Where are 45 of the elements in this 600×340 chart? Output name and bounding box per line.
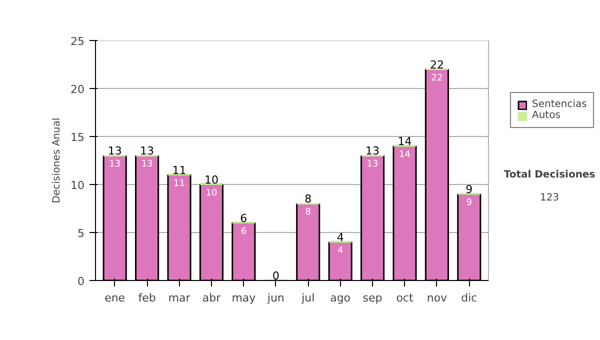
y-tick-label: 15 <box>70 131 85 144</box>
y-tick-label: 5 <box>78 227 84 240</box>
x-tick-label: jul <box>300 292 315 304</box>
total-label: 13 <box>140 144 154 158</box>
data-label: 14 <box>399 150 411 160</box>
total-label: 22 <box>430 58 444 72</box>
x-tick-label: abr <box>202 292 222 304</box>
x-tick-label: ago <box>330 292 351 304</box>
data-label: 10 <box>206 188 218 198</box>
y-tick-label: 20 <box>70 83 85 96</box>
legend-label: Autos <box>532 110 560 121</box>
data-label: 9 <box>466 198 472 208</box>
text: Total Decisiones <box>504 170 596 180</box>
x-tick-label: nov <box>426 292 448 304</box>
total-label: 9 <box>466 183 473 196</box>
data-label: 6 <box>240 226 247 237</box>
y-tick-label: 10 <box>70 179 85 192</box>
text: 123 <box>540 192 560 204</box>
x-tick-label: mar <box>168 292 191 304</box>
total-label: 8 <box>304 192 312 206</box>
total-label: 13 <box>108 144 122 158</box>
x-tick-label: oct <box>396 292 414 304</box>
x-tick-label: jun <box>266 292 284 304</box>
total-label: 6 <box>240 212 248 225</box>
x-tick-label: sep <box>362 292 382 304</box>
x-tick-label: dic <box>461 292 478 304</box>
data-label: 13 <box>109 160 121 170</box>
data-label: 13 <box>141 160 153 170</box>
data-label: 4 <box>337 246 344 256</box>
x-tick-label: feb <box>138 292 156 304</box>
total-label: 11 <box>172 164 186 177</box>
y-tick-label: 0 <box>78 275 84 288</box>
y-axis-title: Decisiones Anual <box>52 118 63 204</box>
data-label: 13 <box>366 160 378 170</box>
legend-label: Sentencias <box>532 99 587 110</box>
total-label: 14 <box>398 135 412 148</box>
x-tick-label: ene <box>104 292 126 304</box>
total-label: 10 <box>204 174 218 186</box>
data-label: 8 <box>305 208 312 218</box>
total-label: 4 <box>336 231 344 244</box>
data-label: 11 <box>174 178 185 189</box>
x-tick-label: may <box>232 292 256 304</box>
data-label: 22 <box>431 73 443 84</box>
y-tick-label: 25 <box>70 35 85 48</box>
total-label: 13 <box>366 144 380 158</box>
